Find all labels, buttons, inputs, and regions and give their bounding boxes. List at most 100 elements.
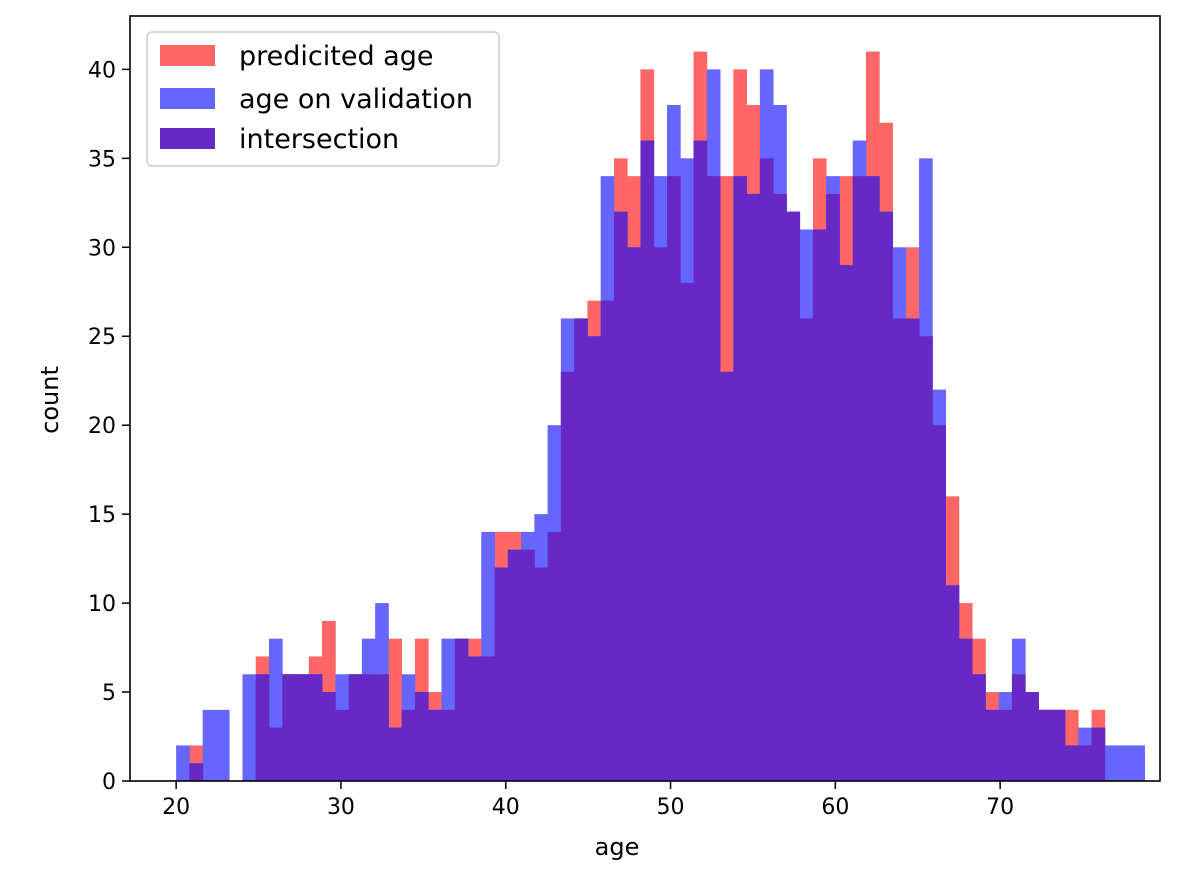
- bar-intersection-57: [932, 425, 946, 781]
- bar-intersection-48: [812, 229, 827, 782]
- bar-validation-72: [1131, 745, 1145, 781]
- bar-intersection-44: [759, 158, 774, 781]
- bar-intersection-33: [613, 211, 628, 781]
- y-tick-label: 15: [88, 503, 116, 528]
- bar-intersection-30: [574, 318, 588, 781]
- bar-intersection-62: [998, 709, 1013, 781]
- bar-intersection-20: [441, 709, 456, 781]
- bar-intersection-66: [1051, 709, 1066, 781]
- x-axis-label: age: [595, 833, 640, 861]
- bar-validation-5: [242, 674, 257, 781]
- bar-intersection-35: [640, 140, 655, 781]
- bar-intersection-45: [773, 193, 787, 781]
- bar-intersection-61: [985, 709, 1000, 781]
- bar-intersection-1: [189, 763, 204, 781]
- bar-intersection-16: [388, 727, 403, 781]
- bar-intersection-24: [494, 567, 509, 781]
- x-tick-label: 20: [162, 795, 190, 820]
- bar-intersection-38: [680, 282, 694, 781]
- x-tick-label: 70: [986, 795, 1014, 820]
- bar-intersection-65: [1038, 709, 1053, 781]
- bar-intersection-37: [667, 176, 681, 781]
- y-axis: 0 5 10 15 20 25 30 35 40: [88, 58, 130, 795]
- bar-intersection-12: [335, 709, 350, 781]
- bar-intersection-43: [746, 193, 761, 781]
- bar-intersection-36: [653, 247, 668, 781]
- plot-frame: [129, 15, 1161, 782]
- bar-intersection-46: [786, 211, 801, 781]
- x-axis: 20 30 40 50 60 70: [162, 781, 1014, 820]
- bar-intersection-22: [468, 656, 482, 781]
- legend-swatch-validation: [160, 88, 215, 109]
- y-axis-label: count: [36, 366, 64, 434]
- bar-intersection-54: [892, 318, 907, 781]
- bar-intersection-52: [866, 176, 880, 781]
- x-tick-label: 30: [327, 795, 355, 820]
- y-tick-label: 5: [102, 681, 116, 706]
- x-tick-label: 60: [821, 795, 849, 820]
- bar-intersection-11: [322, 692, 336, 781]
- bar-intersection-47: [799, 318, 814, 781]
- bar-intersection-27: [534, 567, 549, 781]
- bar-intersection-63: [1011, 674, 1026, 781]
- histogram-bars: [176, 51, 1145, 782]
- bar-intersection-32: [600, 300, 615, 781]
- bar-intersection-13: [348, 674, 363, 781]
- bar-intersection-56: [919, 336, 933, 781]
- bar-intersection-28: [547, 531, 562, 781]
- bar-intersection-18: [414, 692, 429, 781]
- bar-intersection-50: [839, 265, 854, 781]
- bar-intersection-60: [972, 674, 986, 781]
- y-tick-label: 0: [102, 770, 116, 795]
- x-tick-label: 50: [657, 795, 685, 820]
- bar-intersection-31: [587, 336, 602, 781]
- bar-intersection-6: [255, 674, 270, 781]
- bar-intersection-51: [852, 176, 867, 781]
- bar-intersection-58: [945, 585, 960, 781]
- bar-validation-71: [1118, 745, 1132, 781]
- legend-swatch-intersection: [160, 128, 215, 149]
- bar-intersection-49: [826, 193, 840, 781]
- bar-validation-0: [176, 745, 190, 781]
- bar-intersection-17: [401, 709, 416, 781]
- bar-intersection-41: [720, 371, 734, 781]
- legend-label-predicted: predicited age: [239, 41, 433, 72]
- bar-validation-3: [215, 709, 230, 781]
- bar-intersection-8: [282, 674, 296, 781]
- y-tick-label: 25: [88, 325, 116, 350]
- bar-intersection-39: [693, 140, 708, 781]
- y-tick-label: 20: [88, 414, 116, 439]
- bar-intersection-19: [428, 709, 442, 781]
- bar-intersection-68: [1078, 745, 1092, 781]
- bar-intersection-9: [295, 674, 310, 781]
- bar-intersection-59: [958, 638, 973, 781]
- y-tick-label: 35: [88, 147, 116, 172]
- bar-validation-70: [1104, 745, 1119, 781]
- bar-validation-2: [202, 709, 217, 781]
- bar-intersection-67: [1064, 745, 1079, 781]
- bar-intersection-55: [905, 318, 920, 781]
- legend-label-intersection: intersection: [239, 124, 399, 155]
- legend: predicited age age on validation interse…: [146, 31, 500, 167]
- legend-box: [146, 31, 500, 167]
- y-tick-label: 40: [88, 58, 116, 83]
- legend-swatch-predicted: [160, 45, 215, 66]
- bar-intersection-53: [879, 211, 893, 781]
- bar-intersection-42: [733, 176, 747, 781]
- bar-intersection-26: [521, 549, 535, 781]
- bar-intersection-23: [481, 656, 495, 781]
- bar-intersection-25: [507, 549, 522, 781]
- bar-intersection-21: [454, 638, 469, 781]
- y-tick-label: 10: [88, 592, 116, 617]
- x-tick-label: 40: [492, 795, 520, 820]
- bar-intersection-64: [1025, 692, 1039, 781]
- bar-intersection-34: [627, 247, 641, 781]
- legend-label-validation: age on validation: [239, 84, 473, 115]
- bar-intersection-29: [560, 371, 575, 781]
- bar-intersection-69: [1091, 727, 1106, 781]
- bar-intersection-40: [706, 176, 721, 781]
- y-tick-label: 30: [88, 236, 116, 261]
- bar-intersection-10: [308, 674, 323, 781]
- bar-intersection-15: [375, 674, 389, 781]
